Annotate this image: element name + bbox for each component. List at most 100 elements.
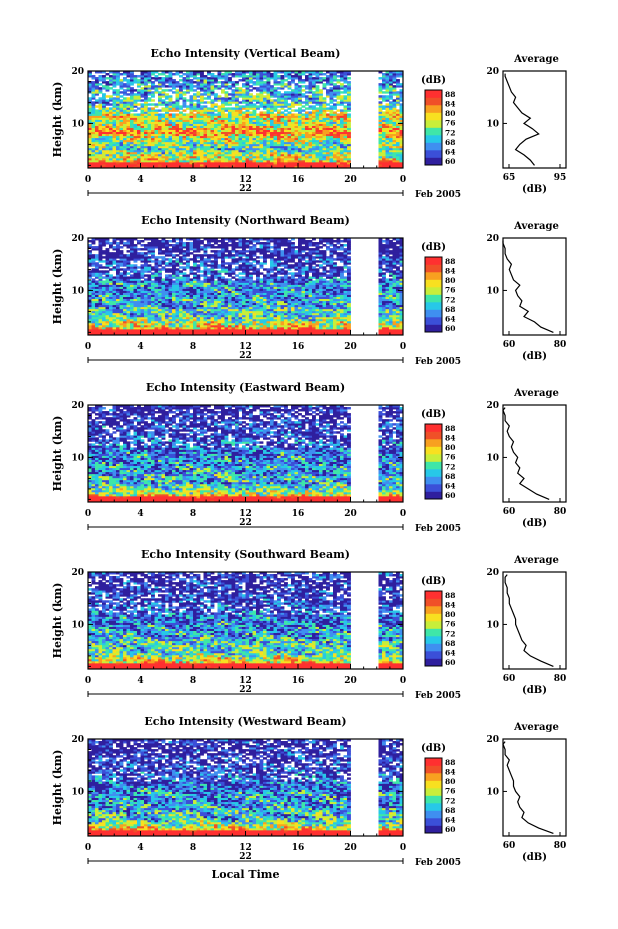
heatmap-cell [333,85,337,88]
heatmap-cell [273,332,278,336]
heatmap-cell [91,326,96,330]
heatmap-cell [182,119,187,122]
heatmap-cell [140,91,145,94]
heatmap-cell [182,153,187,157]
heatmap-cell [378,109,383,112]
colorbar-tick-label: 84 [445,100,455,109]
heatmap-cell [298,143,302,147]
heatmap-cell [123,85,127,88]
heatmap-cell [168,165,173,169]
heatmap-cell [130,119,134,122]
heatmap-cell [389,330,393,334]
heatmap-cell [161,71,166,74]
heatmap-cell [140,113,145,116]
heatmap-cell [319,119,323,122]
heatmap-cell [252,103,257,106]
heatmap-cell [347,328,351,332]
heatmap-cell [126,318,131,322]
heatmap-cell [270,328,274,332]
heatmap-cell [252,312,257,316]
heatmap-cell [259,73,264,76]
heatmap-cell [256,95,260,98]
heatmap-cell [249,127,253,130]
heatmap-cell [231,165,236,169]
heatmap-cell [385,139,390,143]
heatmap-cell [270,155,274,159]
heatmap-cell [231,99,236,102]
heatmap-cell [214,103,218,106]
heatmap-cell [144,93,148,96]
heatmap-cell [217,163,222,167]
heatmap-cell [347,107,351,110]
heatmap-cell [273,123,278,126]
heatmap-cell [252,147,257,151]
heatmap-cell [119,127,124,130]
heatmap-cell [112,103,117,106]
heatmap-cell [147,141,152,145]
heatmap-cell [382,91,386,94]
heatmap-cell [186,310,190,314]
heatmap-cell [280,165,285,169]
heatmap-cell [172,113,176,116]
heatmap-cell [137,139,141,143]
heatmap-cell [203,163,208,167]
heatmap-cell [193,306,197,310]
heatmap-cell [312,159,316,163]
heatmap-cell [326,125,330,128]
heatmap-cell [399,310,404,314]
heatmap-cell [91,111,96,114]
heatmap-cell [207,322,211,326]
heatmap-cell [259,111,264,114]
heatmap-cell [396,133,400,137]
heatmap-cell [298,314,302,318]
heatmap-cell [116,129,120,133]
heatmap-cell [182,312,187,316]
heatmap-cell [336,145,341,149]
heatmap-cell [382,312,386,316]
heatmap-cell [277,119,281,122]
heatmap-cell [319,131,323,135]
heatmap-cell [385,105,390,108]
heatmap-cell [308,161,313,165]
heatmap-cell [207,316,211,320]
heatmap-cell [252,75,257,78]
heatmap-cell [308,139,313,143]
heatmap-cell [322,85,327,88]
heatmap-cell [161,306,166,310]
heatmap-cell [235,83,239,86]
heatmap-cell [287,153,292,157]
heatmap-cell [179,93,183,96]
heatmap-cell [95,81,99,84]
heatmap-cell [214,324,218,328]
heatmap-cell [399,322,404,326]
heatmap-cell [280,95,285,98]
heatmap-cell [312,147,316,151]
heatmap-cell [399,137,404,141]
heatmap-cell [165,119,169,122]
heatmap-cell [333,159,337,163]
heatmap-cell [147,131,152,135]
heatmap-cell [305,85,309,88]
heatmap-cell [140,326,145,330]
heatmap-cell [294,129,299,133]
heatmap-cell [214,320,218,324]
heatmap-cell [126,135,131,139]
heatmap-cell [245,133,250,137]
heatmap-cell [98,316,103,320]
heatmap-cell [263,318,267,322]
heatmap-cell [200,99,204,102]
heatmap-cell [196,310,201,314]
heatmap-cell [88,312,92,316]
heatmap-cell [130,103,134,106]
colorbar-swatch [425,142,442,151]
heatmap-cell [91,139,96,143]
heatmap-cell [140,79,145,82]
heatmap-cell [172,115,176,118]
heatmap-cell [378,89,383,92]
heatmap-cell [326,143,330,147]
heatmap-cell [270,141,274,145]
heatmap-cell [378,85,383,88]
heatmap-cell [161,163,166,167]
heatmap-cell [203,308,208,312]
heatmap-cell [273,163,278,167]
